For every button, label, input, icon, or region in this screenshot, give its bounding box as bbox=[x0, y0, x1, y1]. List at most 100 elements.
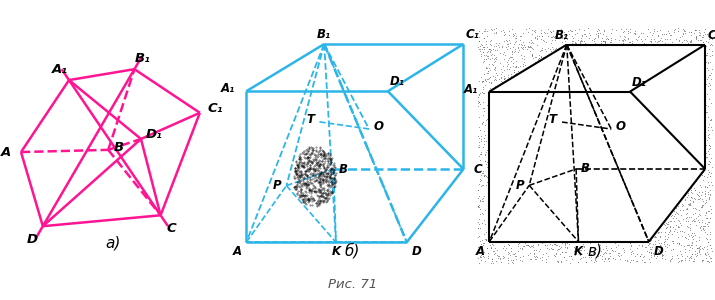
Point bbox=[581, 225, 593, 230]
Point bbox=[515, 201, 526, 206]
Point bbox=[513, 194, 524, 199]
Point bbox=[600, 204, 611, 208]
Point bbox=[553, 64, 565, 69]
Point bbox=[664, 132, 676, 136]
Point bbox=[483, 70, 494, 75]
Point bbox=[536, 48, 547, 52]
Point bbox=[576, 34, 588, 39]
Point bbox=[585, 50, 596, 55]
Point bbox=[610, 91, 621, 96]
Point bbox=[630, 49, 641, 54]
Point bbox=[536, 161, 548, 166]
Point bbox=[649, 220, 661, 225]
Point bbox=[665, 219, 676, 224]
Point bbox=[589, 247, 601, 252]
Point bbox=[657, 98, 669, 102]
Point bbox=[565, 172, 576, 176]
Point bbox=[591, 225, 603, 230]
Point bbox=[584, 204, 596, 209]
Point bbox=[672, 54, 684, 59]
Point bbox=[663, 230, 674, 235]
Point bbox=[542, 88, 553, 93]
Point bbox=[572, 53, 583, 58]
Point bbox=[490, 161, 501, 166]
Point bbox=[597, 168, 608, 173]
Point bbox=[578, 103, 589, 108]
Point bbox=[486, 173, 498, 178]
Point bbox=[660, 205, 671, 210]
Point bbox=[591, 66, 602, 71]
Point bbox=[587, 62, 598, 67]
Point bbox=[535, 236, 546, 240]
Point bbox=[501, 214, 513, 219]
Point bbox=[654, 188, 665, 193]
Point bbox=[504, 190, 516, 195]
Point bbox=[628, 121, 640, 125]
Point bbox=[513, 198, 525, 203]
Point bbox=[556, 85, 567, 89]
Point bbox=[517, 229, 528, 234]
Point bbox=[655, 82, 666, 87]
Point bbox=[576, 197, 588, 202]
Point bbox=[619, 110, 631, 115]
Point bbox=[641, 47, 652, 52]
Point bbox=[677, 91, 689, 96]
Point bbox=[497, 173, 508, 178]
Point bbox=[620, 27, 631, 32]
Point bbox=[526, 52, 538, 57]
Point bbox=[650, 70, 661, 74]
Point bbox=[510, 239, 521, 244]
Point bbox=[506, 132, 518, 136]
Point bbox=[689, 177, 701, 182]
Point bbox=[551, 95, 563, 100]
Point bbox=[673, 118, 684, 122]
Point bbox=[661, 141, 672, 146]
Point bbox=[598, 189, 610, 194]
Point bbox=[698, 126, 709, 131]
Point bbox=[645, 238, 656, 243]
Point bbox=[659, 147, 671, 152]
Point bbox=[585, 151, 596, 155]
Point bbox=[690, 107, 701, 112]
Point bbox=[583, 211, 595, 215]
Point bbox=[607, 93, 618, 98]
Point bbox=[644, 88, 656, 92]
Point bbox=[578, 80, 590, 85]
Point bbox=[483, 160, 495, 165]
Point bbox=[674, 103, 685, 108]
Point bbox=[605, 105, 616, 110]
Point bbox=[506, 59, 517, 64]
Point bbox=[524, 184, 536, 188]
Point bbox=[654, 208, 665, 213]
Point bbox=[543, 33, 554, 38]
Point bbox=[500, 201, 512, 206]
Point bbox=[644, 196, 656, 201]
Point bbox=[507, 122, 518, 127]
Point bbox=[473, 44, 484, 49]
Point bbox=[691, 35, 702, 40]
Point bbox=[510, 95, 521, 100]
Point bbox=[484, 232, 495, 237]
Point bbox=[585, 44, 596, 49]
Point bbox=[528, 190, 539, 195]
Point bbox=[689, 48, 700, 53]
Point bbox=[667, 44, 679, 48]
Point bbox=[592, 55, 603, 59]
Point bbox=[567, 105, 578, 110]
Point bbox=[501, 60, 513, 64]
Point bbox=[645, 238, 656, 243]
Point bbox=[596, 131, 607, 136]
Point bbox=[501, 173, 513, 178]
Point bbox=[546, 77, 557, 82]
Text: P: P bbox=[272, 179, 281, 192]
Point bbox=[661, 215, 672, 220]
Point bbox=[508, 133, 519, 138]
Point bbox=[576, 202, 588, 207]
Point bbox=[569, 107, 581, 112]
Point bbox=[705, 180, 715, 184]
Point bbox=[553, 175, 564, 179]
Point bbox=[533, 147, 544, 152]
Point bbox=[645, 101, 656, 106]
Point bbox=[578, 103, 590, 108]
Point bbox=[636, 142, 648, 147]
